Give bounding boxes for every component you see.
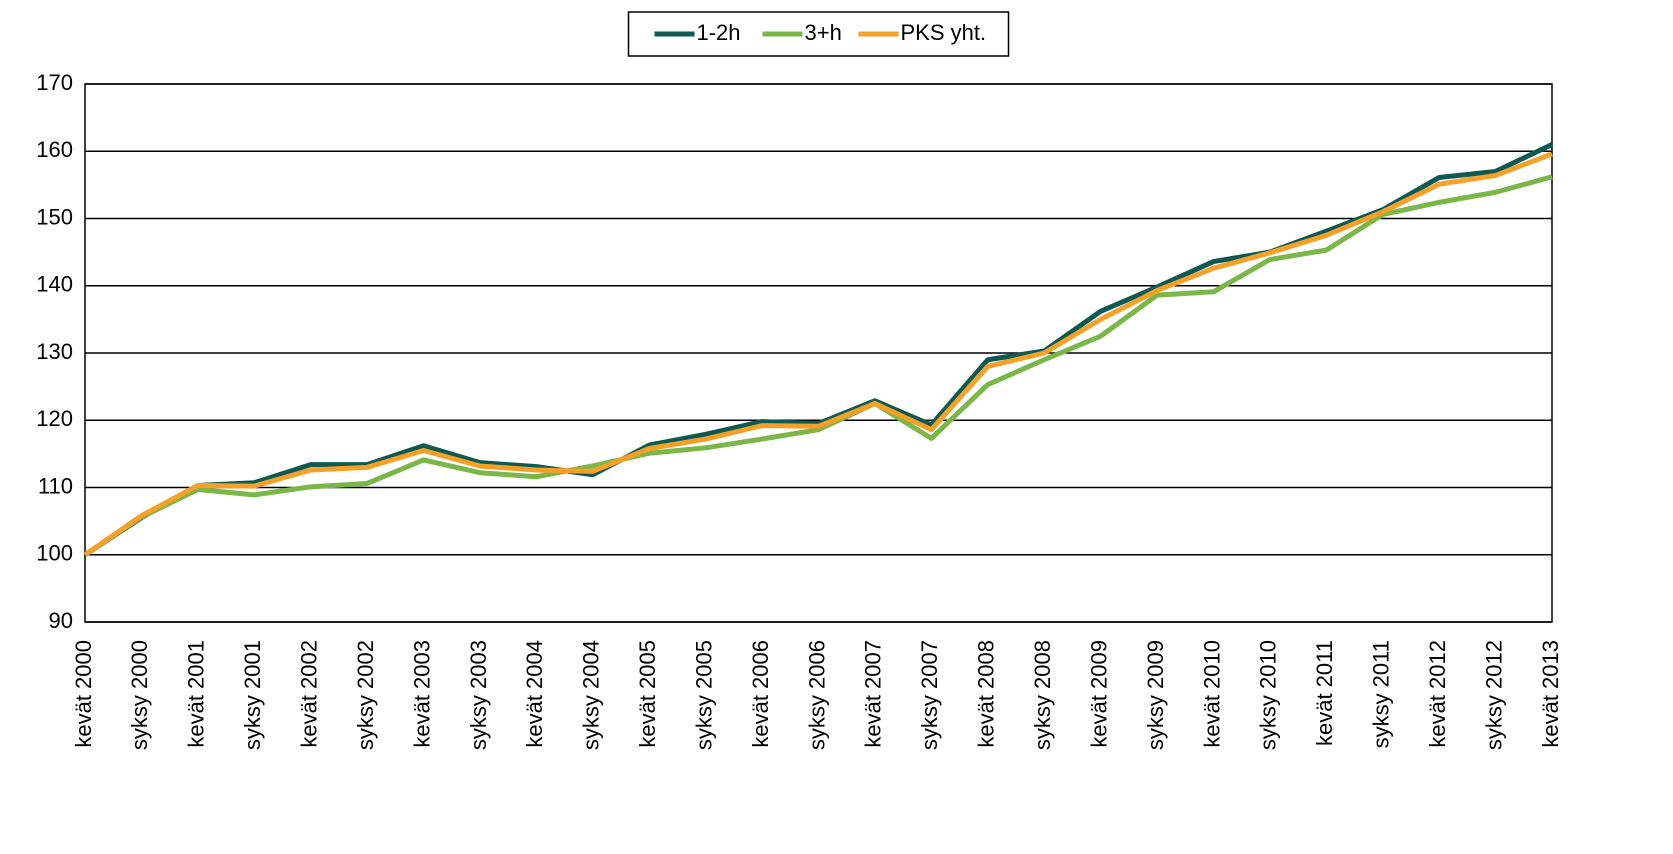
y-tick-label: 150 — [36, 204, 73, 229]
x-tick-label: kevät 2013 — [1538, 640, 1563, 748]
legend-label: PKS yht. — [901, 20, 987, 45]
x-tick-label: syksy 2001 — [240, 640, 265, 750]
x-tick-label: syksy 2008 — [1030, 640, 1055, 750]
x-tick-label: kevät 2008 — [974, 640, 999, 748]
x-tick-label: syksy 2006 — [804, 640, 829, 750]
x-tick-label: kevät 2006 — [748, 640, 773, 748]
legend: 1-2h 3+h PKS yht. — [627, 11, 1010, 57]
x-tick-label: syksy 2012 — [1481, 640, 1506, 750]
x-tick-label: syksy 2003 — [466, 640, 491, 750]
y-tick-label: 170 — [36, 70, 73, 95]
x-tick-label: kevät 2001 — [184, 640, 209, 748]
x-tick-label: syksy 2004 — [579, 640, 604, 750]
data-line — [83, 151, 1553, 557]
x-tick-label: syksy 2005 — [691, 640, 716, 750]
legend-label: 3+h — [805, 20, 842, 45]
x-tick-label: syksy 2007 — [917, 640, 942, 750]
y-tick-label: 160 — [36, 137, 73, 162]
legend-label: 1-2h — [697, 20, 741, 45]
x-tick-label: kevät 2012 — [1425, 640, 1450, 748]
y-tick-label: 130 — [36, 339, 73, 364]
x-tick-label: syksy 2000 — [127, 640, 152, 750]
x-tick-label: kevät 2011 — [1312, 640, 1337, 746]
plot-border — [84, 83, 1553, 623]
x-tick-label: syksy 2011 — [1369, 640, 1394, 748]
x-tick-label: kevät 2009 — [1086, 640, 1111, 748]
y-tick-label: 110 — [38, 473, 73, 498]
x-tick-label: kevät 2010 — [1199, 640, 1224, 748]
y-tick-label: 90 — [49, 608, 73, 633]
x-tick-label: kevät 2004 — [522, 640, 547, 748]
x-tick-label: syksy 2002 — [353, 640, 378, 750]
x-tick-label: syksy 2010 — [1256, 640, 1281, 750]
x-tick-label: kevät 2003 — [409, 640, 434, 748]
x-tick-label: kevät 2005 — [635, 640, 660, 748]
data-line — [83, 174, 1553, 557]
x-tick-label: kevät 2002 — [297, 640, 322, 748]
y-tick-label: 120 — [36, 406, 73, 431]
y-tick-label: 140 — [36, 272, 73, 297]
data-line — [83, 142, 1554, 557]
x-tick-label: kevät 2007 — [861, 640, 886, 748]
x-tick-label: syksy 2009 — [1143, 640, 1168, 750]
x-tick-label: kevät 2000 — [71, 640, 96, 748]
y-tick-label: 100 — [36, 541, 73, 566]
